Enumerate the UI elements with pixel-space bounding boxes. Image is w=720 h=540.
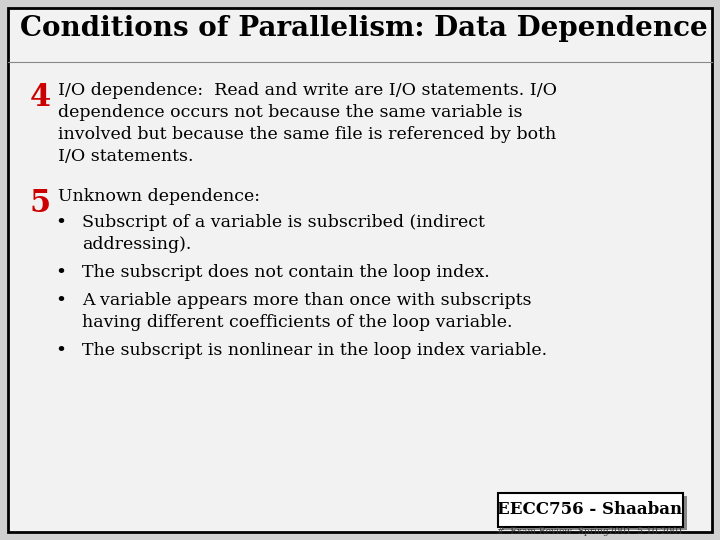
Text: I/O statements.: I/O statements.: [58, 148, 194, 165]
Text: EECC756 - Shaaban: EECC756 - Shaaban: [498, 502, 683, 518]
FancyBboxPatch shape: [498, 493, 683, 527]
Text: The subscript does not contain the loop index.: The subscript does not contain the loop …: [82, 264, 490, 281]
Text: Conditions of Parallelism: Data Dependence: Conditions of Parallelism: Data Dependen…: [20, 15, 708, 42]
Text: A variable appears more than once with subscripts: A variable appears more than once with s…: [82, 292, 531, 309]
FancyBboxPatch shape: [502, 496, 687, 530]
Text: The subscript is nonlinear in the loop index variable.: The subscript is nonlinear in the loop i…: [82, 342, 547, 359]
Text: •: •: [55, 342, 66, 360]
Text: •: •: [55, 264, 66, 282]
Text: •: •: [55, 214, 66, 232]
Text: #  Exam Review  Spring2001  5-10-2001: # Exam Review Spring2001 5-10-2001: [497, 528, 683, 537]
Text: 4: 4: [30, 82, 51, 113]
Text: Subscript of a variable is subscribed (indirect: Subscript of a variable is subscribed (i…: [82, 214, 485, 231]
FancyBboxPatch shape: [8, 8, 712, 532]
Text: having different coefficients of the loop variable.: having different coefficients of the loo…: [82, 314, 513, 331]
Text: Unknown dependence:: Unknown dependence:: [58, 188, 260, 205]
Text: •: •: [55, 292, 66, 310]
Text: addressing).: addressing).: [82, 236, 192, 253]
Text: 5: 5: [30, 188, 51, 219]
Text: dependence occurs not because the same variable is: dependence occurs not because the same v…: [58, 104, 523, 121]
Text: involved but because the same file is referenced by both: involved but because the same file is re…: [58, 126, 557, 143]
Text: I/O dependence:  Read and write are I/O statements. I/O: I/O dependence: Read and write are I/O s…: [58, 82, 557, 99]
